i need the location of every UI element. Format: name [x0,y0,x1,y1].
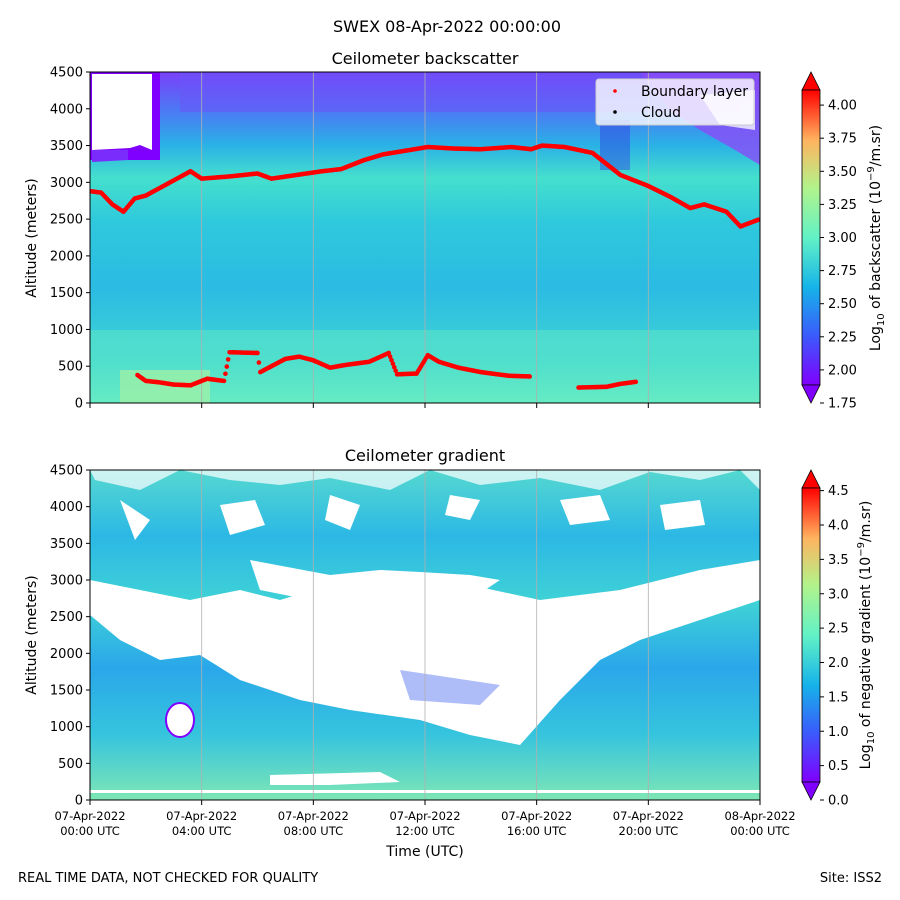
y-tick-label: 4000 [50,500,83,515]
y-tick-label: 500 [58,360,83,375]
gradient-colorbar-label: Log10 of negative gradient (10−9/m.sr) [856,501,877,770]
colorbar-tick-label: 2.25 [828,330,857,345]
boundary-layer-point [393,368,398,374]
y-tick-label: 2500 [50,213,83,228]
colorbar-tick-label: 3.0 [828,587,849,602]
y-tick-label: 1500 [50,684,83,699]
boundary-layer-point [223,371,228,377]
x-tick-date: 07-Apr-2022 [278,809,349,823]
x-tick-time: 20:00 UTC [619,824,679,838]
boundary-layer-point [225,357,231,362]
boundary-layer-point [633,379,639,385]
x-tick-date: 07-Apr-2022 [54,809,125,823]
y-tick-label: 1000 [50,323,83,338]
y-tick-label: 1000 [50,720,83,735]
legend-cloud-marker [613,110,617,114]
backscatter-ylabel: Altitude (meters) [24,178,40,298]
colorbar-tick-label: 2.75 [828,264,857,279]
boundary-layer-point [256,360,262,365]
backscatter-colorbar-label: Log10 of backscatter (10−9/m.sr) [866,125,887,351]
boundary-layer-point [221,378,227,384]
figure-title: SWEX 08-Apr-2022 00:00:00 [333,17,561,36]
backscatter-panel: Ceilometer backscatter 0 500 1000 1500 2000 2… [24,49,887,412]
quality-disclaimer: REAL TIME DATA, NOT CHECKED FOR QUALITY [18,871,318,886]
y-tick-label: 2000 [50,647,83,662]
x-tick-time: 00:00 UTC [730,824,790,838]
colorbar-tick-label: 0.5 [828,759,849,774]
boundary-layer-points [90,143,760,390]
gradient-ylabel: Altitude (meters) [24,575,40,695]
colorbar-tick-label: 1.75 [828,397,857,412]
colorbar-tick-label: 2.5 [828,622,849,637]
y-tick-label: 0 [75,397,83,412]
y-tick-label: 500 [58,757,83,772]
colorbar-tick-label: 3.25 [828,198,857,213]
boundary-layer-point [391,364,397,370]
x-tick-time: 00:00 UTC [60,824,120,838]
y-tick-label: 1500 [50,286,83,301]
colorbar-tick-label: 3.50 [828,165,857,180]
y-tick-label: 3500 [50,139,83,154]
gradient-colorbar: 0.0 0.5 1.0 1.5 2.0 2.5 3.0 3.5 4.0 4.5 Log10 of … [801,469,877,809]
colorbar-tick-label: 0.0 [828,794,849,809]
colorbar-tick-label: 4.00 [828,99,857,114]
legend-boundary-layer-marker [613,89,617,93]
backscatter-x-tickmarks [89,403,761,408]
backscatter-title: Ceilometer backscatter [332,49,519,68]
y-tick-label: 4500 [50,464,83,479]
legend-boundary-layer: Boundary layer [641,84,748,100]
colorbar-tick-label: 4.0 [828,519,849,534]
x-tick-date: 07-Apr-2022 [166,809,237,823]
y-tick-label: 3500 [50,537,83,552]
x-tick-time: 16:00 UTC [507,824,567,838]
y-tick-label: 2500 [50,610,83,625]
y-tick-label: 4000 [50,102,83,117]
boundary-layer-point [389,357,394,363]
colorbar-tick-label: 3.75 [828,132,857,147]
y-tick-label: 3000 [50,176,83,191]
colorbar-tick-label: 1.5 [828,690,849,705]
backscatter-y-axis: 0 500 1000 1500 2000 2500 3000 3500 4000 4500 [50,66,90,412]
backscatter-colorbar: 1.75 2.00 2.25 2.50 2.75 3.00 3.25 3.50 3.75 4.00… [801,71,887,412]
backscatter-hour-gridlines [201,72,649,403]
y-tick-label: 3000 [50,574,83,589]
x-tick-date: 08-Apr-2022 [724,809,795,823]
x-tick-date: 07-Apr-2022 [389,809,460,823]
colorbar-tick-label: 2.50 [828,297,857,312]
boundary-layer-point [390,361,396,366]
x-tick-date: 07-Apr-2022 [613,809,684,823]
site-label: Site: ISS2 [820,871,882,886]
colorbar-tick-label: 1.0 [828,725,849,740]
y-tick-label: 4500 [50,66,83,81]
gradient-xlabel: Time (UTC) [385,844,463,860]
x-tick-date: 07-Apr-2022 [501,809,572,823]
x-tick-time: 04:00 UTC [172,824,232,838]
backscatter-legend: Boundary layer Cloud [595,78,755,126]
y-tick-label: 0 [75,794,83,809]
boundary-layer-point [386,350,392,356]
boundary-layer-point [527,374,532,379]
x-tick-time: 12:00 UTC [395,824,455,838]
colorbar-tick-label: 2.00 [828,363,857,378]
x-tick-time: 08:00 UTC [284,824,344,838]
boundary-layer-point [224,364,230,369]
gradient-title: Ceilometer gradient [345,446,505,465]
gradient-hour-gridlines [201,470,649,800]
boundary-layer-point [387,354,393,359]
boundary-layer-point [255,350,260,356]
colorbar-tick-label: 4.5 [828,484,849,499]
boundary-layer-point [756,217,760,222]
colorbar-tick-label: 2.0 [828,656,849,671]
legend-cloud: Cloud [641,105,681,121]
y-tick-label: 2000 [50,249,83,264]
colorbar-tick-label: 3.5 [828,553,849,568]
colorbar-tick-label: 3.00 [828,231,857,246]
gradient-y-axis: 0 500 1000 1500 2000 2500 3000 3500 4000 4500 [50,464,90,809]
